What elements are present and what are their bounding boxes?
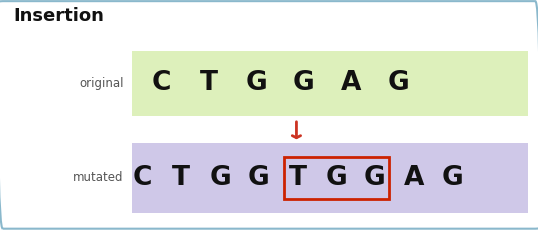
Text: G: G	[364, 165, 386, 191]
Text: G: G	[442, 165, 463, 191]
Text: A: A	[341, 70, 361, 96]
Text: G: G	[325, 165, 347, 191]
Text: G: G	[248, 165, 270, 191]
Text: C: C	[133, 165, 152, 191]
Text: T: T	[288, 165, 307, 191]
Text: original: original	[79, 77, 124, 90]
Text: G: G	[293, 70, 314, 96]
Text: A: A	[404, 165, 424, 191]
Bar	[132, 51, 528, 116]
Text: T: T	[200, 70, 218, 96]
Text: Insertion: Insertion	[13, 7, 104, 25]
Text: mutated: mutated	[73, 171, 124, 184]
Text: G: G	[387, 70, 409, 96]
Text: T: T	[172, 165, 190, 191]
Bar	[132, 143, 528, 213]
Text: G: G	[209, 165, 231, 191]
Text: C: C	[152, 70, 171, 96]
Text: G: G	[245, 70, 267, 96]
